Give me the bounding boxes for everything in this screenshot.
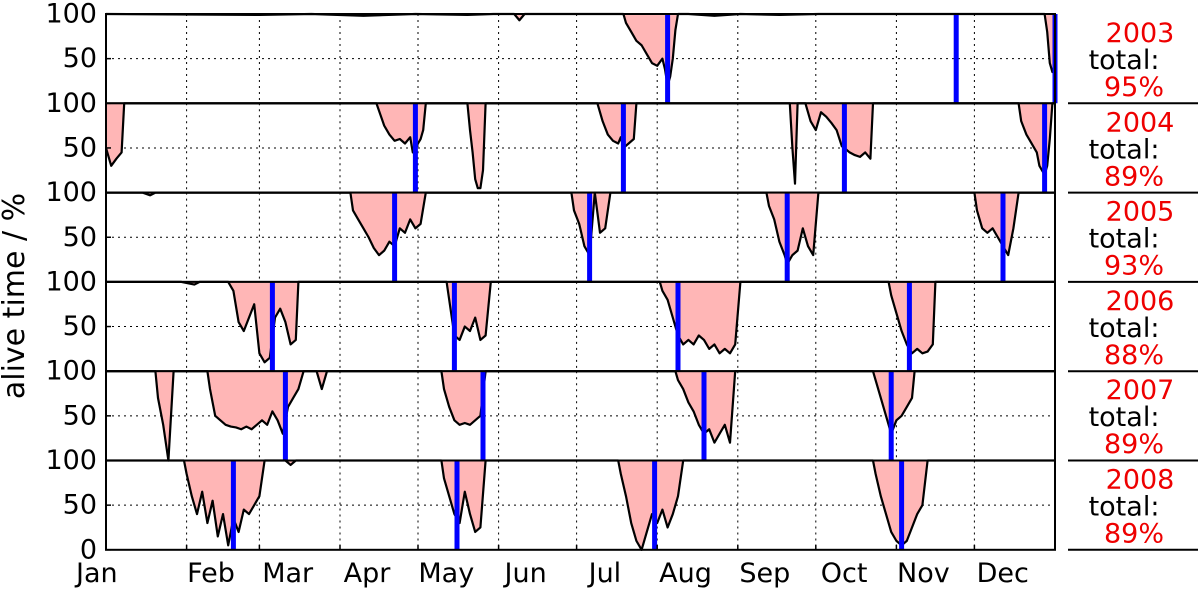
x-tick-label: Jul (587, 558, 622, 589)
series-area-2003 (106, 14, 1055, 86)
y-tick-label: 100 (45, 266, 97, 297)
total-label-2006: total: (1089, 313, 1160, 344)
x-tick-label: Aug (659, 558, 712, 589)
series-line-2005 (106, 191, 1055, 266)
y-tick-label: 50 (63, 132, 97, 163)
y-tick-label: 50 (63, 400, 97, 431)
y-tick-label: 0 (80, 534, 97, 565)
y-tick-label: 100 (45, 356, 97, 387)
year-label-2007: 2007 (1106, 375, 1175, 406)
total-value-2008: 89% (1104, 519, 1164, 550)
x-tick-label: Feb (187, 558, 235, 589)
x-tick-label: Jan (74, 558, 118, 589)
y-tick-label: 50 (63, 222, 97, 253)
year-label-2005: 2005 (1106, 197, 1175, 228)
y-tick-label: 100 (45, 445, 97, 476)
y-tick-label: 100 (45, 0, 97, 30)
y-tick-label: 50 (63, 43, 97, 74)
year-label-2008: 2008 (1106, 465, 1175, 496)
series-line-2003 (105, 12, 1056, 87)
y-axis-label: alive time / % (0, 193, 32, 399)
series-line-2008 (106, 459, 1055, 551)
year-label-2006: 2006 (1106, 286, 1175, 317)
total-value-2004: 89% (1104, 161, 1164, 192)
y-tick-label: 50 (63, 311, 97, 342)
x-tick-label: Dec (977, 558, 1029, 589)
total-label-2005: total: (1089, 224, 1160, 255)
x-tick-label: May (418, 558, 474, 589)
total-value-2005: 93% (1104, 251, 1164, 282)
total-label-2008: total: (1089, 492, 1160, 523)
total-value-2007: 89% (1104, 429, 1164, 460)
y-tick-label: 50 (63, 490, 97, 521)
total-label-2003: total: (1089, 45, 1160, 76)
total-label-2004: total: (1089, 134, 1160, 165)
x-tick-label: Apr (344, 558, 392, 589)
series-area-2008 (106, 460, 1055, 550)
y-tick-label: 100 (45, 177, 97, 208)
total-label-2007: total: (1089, 402, 1160, 433)
y-tick-label: 100 (45, 88, 97, 119)
x-tick-label: Oct (821, 558, 868, 589)
year-label-2003: 2003 (1106, 18, 1175, 49)
series-line-2004 (104, 102, 1055, 190)
total-value-2003: 95% (1104, 72, 1164, 103)
x-tick-label: Nov (897, 558, 950, 589)
x-tick-label: Mar (262, 558, 314, 589)
x-tick-label: Jun (503, 558, 547, 589)
total-value-2006: 88% (1104, 340, 1164, 371)
year-label-2004: 2004 (1106, 107, 1175, 138)
x-tick-label: Sep (739, 558, 790, 589)
series-area-2004 (106, 103, 1055, 189)
